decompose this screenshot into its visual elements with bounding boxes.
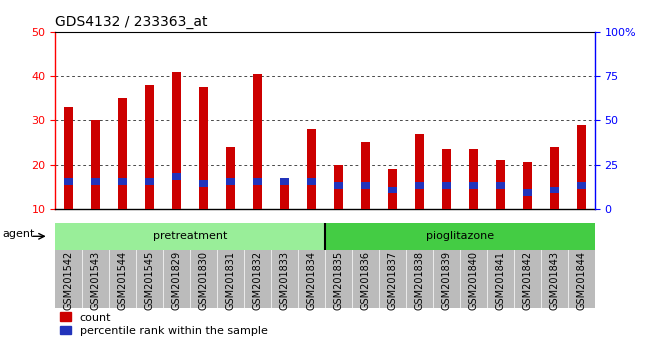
Bar	[118, 98, 127, 209]
Bar	[91, 120, 101, 209]
Text: GSM201829: GSM201829	[172, 251, 181, 310]
Bar	[352, 248, 379, 308]
Text: GSM201836: GSM201836	[361, 251, 370, 310]
Text: pretreatment: pretreatment	[153, 231, 228, 241]
Text: GSM201831: GSM201831	[226, 251, 235, 310]
Bar	[549, 147, 559, 209]
Text: GSM201545: GSM201545	[145, 251, 155, 310]
Bar	[333, 165, 343, 209]
Text: GSM201843: GSM201843	[549, 251, 559, 310]
Bar	[64, 178, 73, 184]
Bar	[577, 182, 586, 189]
Bar	[523, 162, 532, 209]
Bar	[64, 107, 73, 209]
Text: GSM201835: GSM201835	[333, 251, 343, 310]
Text: GSM201832: GSM201832	[253, 251, 263, 310]
Text: GSM201837: GSM201837	[387, 251, 397, 310]
Bar	[495, 160, 505, 209]
Bar	[523, 189, 532, 195]
Bar	[145, 85, 155, 209]
Bar	[82, 248, 109, 308]
Bar	[441, 149, 451, 209]
Text: GSM201839: GSM201839	[441, 251, 451, 310]
Bar	[298, 248, 325, 308]
Legend: count, percentile rank within the sample: count, percentile rank within the sample	[55, 308, 272, 341]
Bar	[190, 248, 217, 308]
Text: GSM201542: GSM201542	[64, 251, 73, 310]
Bar	[333, 182, 343, 189]
Bar	[361, 143, 370, 209]
Text: agent: agent	[3, 229, 35, 239]
Text: pioglitazone: pioglitazone	[426, 231, 494, 241]
Text: GSM201833: GSM201833	[280, 251, 289, 310]
Bar	[280, 178, 289, 209]
Bar	[163, 248, 190, 308]
Bar	[549, 187, 559, 193]
Bar	[280, 178, 289, 184]
Bar	[325, 223, 595, 250]
Bar	[91, 178, 101, 184]
Bar	[217, 248, 244, 308]
Bar	[118, 178, 127, 184]
Bar	[199, 87, 209, 209]
Bar	[199, 180, 209, 187]
Text: GSM201840: GSM201840	[469, 251, 478, 310]
Bar	[136, 248, 163, 308]
Text: GSM201834: GSM201834	[307, 251, 317, 310]
Bar	[244, 248, 271, 308]
Bar	[469, 149, 478, 209]
Bar	[55, 248, 83, 308]
Bar	[271, 248, 298, 308]
Bar	[145, 178, 155, 184]
Bar	[441, 182, 451, 189]
Bar	[379, 248, 406, 308]
Bar	[55, 223, 325, 250]
Bar	[415, 134, 424, 209]
Text: GSM201544: GSM201544	[118, 251, 127, 310]
Bar	[307, 178, 317, 184]
Bar	[433, 248, 460, 308]
Bar	[253, 178, 263, 184]
Text: GSM201543: GSM201543	[91, 251, 101, 310]
Text: GSM201844: GSM201844	[577, 251, 586, 310]
Bar	[495, 182, 505, 189]
Bar	[514, 248, 541, 308]
Bar	[415, 182, 424, 189]
Bar	[460, 248, 487, 308]
Bar	[568, 248, 595, 308]
Bar	[226, 147, 235, 209]
Text: GSM201830: GSM201830	[199, 251, 209, 310]
Bar	[577, 125, 586, 209]
Bar	[109, 248, 136, 308]
Text: GSM201838: GSM201838	[415, 251, 424, 310]
Bar	[541, 248, 568, 308]
Bar	[325, 248, 352, 308]
Text: GDS4132 / 233363_at: GDS4132 / 233363_at	[55, 16, 208, 29]
Bar	[387, 169, 397, 209]
Bar	[307, 129, 317, 209]
Bar	[387, 187, 397, 193]
Bar	[226, 178, 235, 184]
Bar	[172, 72, 181, 209]
Text: GSM201841: GSM201841	[495, 251, 505, 310]
Text: GSM201842: GSM201842	[523, 251, 532, 310]
Bar	[406, 248, 433, 308]
Bar	[172, 173, 181, 180]
Bar	[253, 74, 263, 209]
Bar	[487, 248, 514, 308]
Bar	[361, 182, 370, 189]
Bar	[469, 182, 478, 189]
